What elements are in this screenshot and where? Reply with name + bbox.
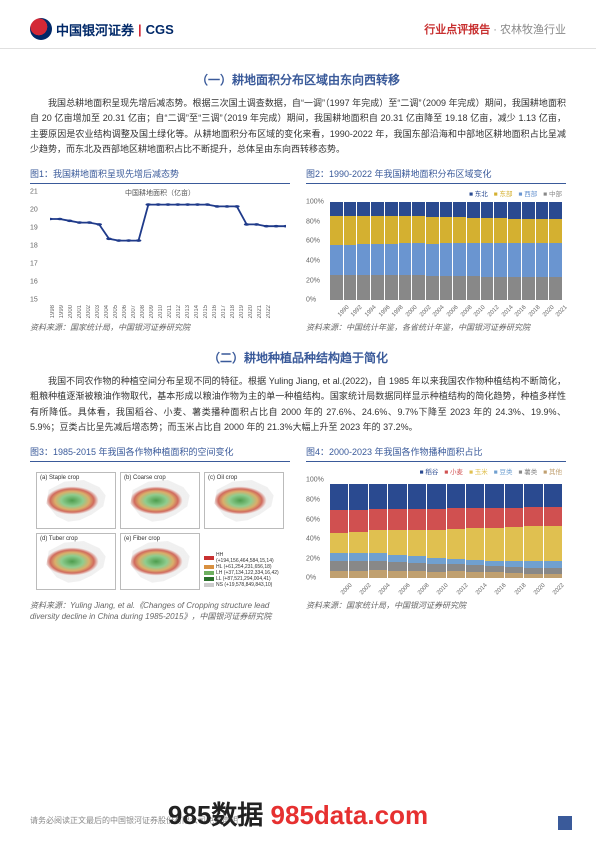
watermark-a: 985数据 bbox=[168, 800, 263, 830]
fig4-source: 资料来源：国家统计局，中国银河证券研究院 bbox=[306, 600, 566, 611]
fig3-title: 图3：1985-2015 年我国各作物种植面积的空间变化 bbox=[30, 445, 290, 462]
section2-para: 我国不同农作物的种植空间分布呈现不同的特征。根据 Yuling Jiang, e… bbox=[30, 374, 566, 435]
logo-separator: | bbox=[138, 22, 142, 37]
fig3-source: 资料来源：Yuling Jiang, et al.《Changes of Cro… bbox=[30, 600, 290, 622]
content: （一）耕地面积分布区域由东向西转移 我国总耕地面积呈现先增后减态势。根据三次国土… bbox=[0, 49, 596, 622]
report-type: 行业点评报告 bbox=[424, 24, 490, 36]
logo-text-cn: 中国银河证券 bbox=[56, 20, 134, 39]
watermark-b: 985data.com bbox=[263, 800, 428, 830]
figrow-2: 图3：1985-2015 年我国各作物种植面积的空间变化 (a) Staple … bbox=[30, 445, 566, 622]
report-category: 农林牧渔行业 bbox=[500, 24, 566, 36]
section1-title: （一）耕地面积分布区域由东向西转移 bbox=[30, 71, 566, 88]
logo: 中国银河证券 | CGS bbox=[30, 18, 174, 40]
fig1-plot: 中国耕地面积（亿亩）151617181920211998199920002001… bbox=[30, 188, 290, 318]
fig2-source: 资料来源：中国统计年鉴，各省统计年鉴，中国银河证券研究院 bbox=[306, 322, 566, 333]
logo-icon bbox=[30, 18, 52, 40]
header-right: 行业点评报告 · 农林牧渔行业 bbox=[424, 21, 566, 37]
section1-para: 我国总耕地面积呈现先增后减态势。根据三次国土调查数据，自“一调”（1997 年完… bbox=[30, 96, 566, 157]
fig3-plot: (a) Staple crop(b) Coarse crop(c) Oil cr… bbox=[30, 466, 290, 596]
fig2-plot: ■ 东北■ 东部■ 西部■ 中部0%20%40%60%80%100%199019… bbox=[306, 188, 566, 318]
fig4: 图4：2000-2023 年我国各作物播种面积占比 ■ 稻谷■ 小麦■ 玉米■ … bbox=[306, 445, 566, 622]
fig1-source: 资料来源：国家统计局，中国银河证券研究院 bbox=[30, 322, 290, 333]
page-header: 中国银河证券 | CGS 行业点评报告 · 农林牧渔行业 bbox=[0, 0, 596, 49]
fig1: 图1：我国耕地面积呈现先增后减态势 中国耕地面积（亿亩）151617181920… bbox=[30, 167, 290, 333]
fig1-title: 图1：我国耕地面积呈现先增后减态势 bbox=[30, 167, 290, 184]
logo-text-en: CGS bbox=[146, 22, 174, 37]
report-dot: · bbox=[493, 24, 500, 36]
fig3: 图3：1985-2015 年我国各作物种植面积的空间变化 (a) Staple … bbox=[30, 445, 290, 622]
figrow-1: 图1：我国耕地面积呈现先增后减态势 中国耕地面积（亿亩）151617181920… bbox=[30, 167, 566, 333]
fig2: 图2：1990-2022 年我国耕地面积分布区域变化 ■ 东北■ 东部■ 西部■… bbox=[306, 167, 566, 333]
page-corner bbox=[558, 816, 572, 830]
fig2-title: 图2：1990-2022 年我国耕地面积分布区域变化 bbox=[306, 167, 566, 184]
fig4-title: 图4：2000-2023 年我国各作物播种面积占比 bbox=[306, 445, 566, 462]
watermark: 985数据 985data.com bbox=[168, 795, 428, 832]
fig4-plot: ■ 稻谷■ 小麦■ 玉米■ 豆类■ 薯类■ 其他0%20%40%60%80%10… bbox=[306, 466, 566, 596]
section2-title: （二）耕地种植品种结构趋于简化 bbox=[30, 349, 566, 366]
